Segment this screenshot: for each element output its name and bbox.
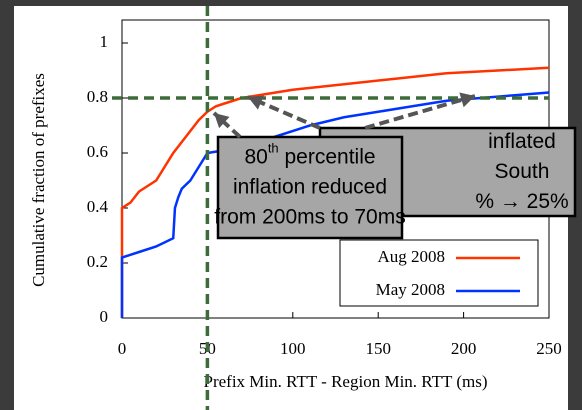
x-axis-label: Prefix Min. RTT - Region Min. RTT (ms) — [204, 372, 488, 391]
arrow-shaft — [364, 94, 476, 130]
y-axis-label: Cumulative fraction of prefixes — [29, 73, 48, 287]
y-tick-label: 1 — [100, 32, 109, 51]
annotation-part: % → 25% — [475, 190, 568, 213]
annotation-text: inflated — [488, 130, 556, 153]
annotation-part: South — [495, 160, 550, 183]
annotation-text: South — [495, 160, 550, 183]
legend-label: May 2008 — [376, 280, 445, 299]
annotation-text: % → 25% — [475, 190, 568, 213]
overlay: inflated South % → 25% 80th percentile infla… — [212, 92, 577, 307]
arrow-head — [214, 113, 230, 129]
series-line — [120, 66, 550, 318]
y-tick-label: 0.8 — [87, 87, 108, 106]
x-tick-label: 100 — [280, 339, 306, 358]
y-tick-label: 0 — [100, 307, 109, 326]
annotation-part: from 200ms to 70ms — [214, 205, 405, 228]
annotation-text: inflation reduced — [233, 175, 387, 198]
x-tick-label: 200 — [451, 339, 477, 358]
legend — [339, 239, 539, 307]
annotation-part: inflated — [488, 130, 556, 153]
y-tick-label: 0.2 — [87, 252, 108, 271]
legend-label: Aug 2008 — [377, 247, 445, 266]
annotation-text: 80th percentile — [244, 141, 375, 168]
annotation-part: percentile — [279, 145, 376, 168]
y-tick-label: 0.4 — [87, 197, 109, 216]
arrow-head — [248, 95, 264, 110]
annotation-box — [216, 135, 404, 240]
arrow-shaft — [212, 111, 242, 139]
superscript: th — [268, 141, 279, 156]
y-tick-label: 0.6 — [87, 142, 108, 161]
annotation-text: from 200ms to 70ms — [214, 205, 405, 228]
annotation-part: 80 — [244, 145, 267, 168]
plot: 00.20.40.60.81050100150200250Prefix Min.… — [29, 6, 562, 410]
series-line — [120, 91, 550, 318]
annotation-part: inflation reduced — [233, 175, 387, 198]
x-tick-label: 150 — [365, 339, 391, 358]
x-tick-label: 250 — [536, 339, 562, 358]
x-tick-label: 0 — [118, 339, 127, 358]
arrow-head — [459, 92, 475, 108]
